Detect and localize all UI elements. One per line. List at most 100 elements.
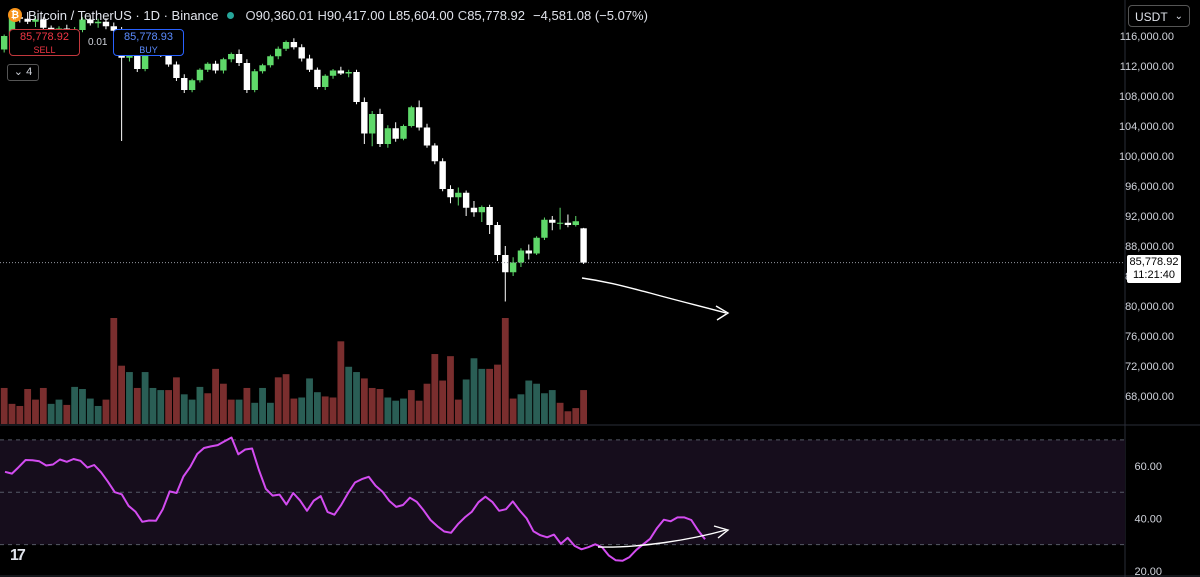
volume-bar — [157, 390, 165, 424]
candle-body — [353, 72, 360, 102]
volume-bar — [564, 411, 572, 424]
low-label: L — [388, 7, 396, 23]
candle-body — [502, 255, 509, 273]
volume-bar — [501, 318, 509, 424]
candle-body — [87, 19, 94, 24]
candle-body — [376, 114, 384, 144]
buy-price: 85,778.93 — [124, 31, 173, 43]
buy-label: BUY — [139, 45, 158, 55]
high-label: H — [317, 7, 327, 23]
volume-bar — [94, 405, 102, 424]
volume-bar — [353, 372, 360, 424]
volume-bar — [235, 399, 243, 424]
volume-bar — [220, 383, 227, 424]
candle-body — [110, 26, 117, 31]
candle-body — [400, 126, 407, 139]
sell-button[interactable]: 85,778.92 SELL — [9, 29, 80, 56]
bitcoin-logo-icon: ₿ — [8, 8, 22, 22]
volume-bar — [55, 399, 63, 424]
volume-bar — [407, 390, 415, 424]
last-price-value: 85,778.92 — [1129, 256, 1179, 268]
candle-body — [549, 219, 556, 223]
volume-bar — [141, 372, 149, 424]
chevron-down-icon: ⌄ — [13, 66, 24, 78]
open-value: 90,360.01 — [255, 7, 314, 23]
sell-price: 85,778.92 — [20, 31, 69, 43]
volume-bar — [102, 399, 110, 424]
volume-bar — [266, 402, 274, 424]
buy-button[interactable]: 85,778.93 BUY — [113, 29, 184, 56]
candle-body — [478, 207, 485, 213]
candle-body — [228, 54, 235, 60]
candle-body — [517, 250, 525, 263]
open-label: O — [245, 7, 256, 23]
candle-body — [102, 21, 110, 27]
volume-bar — [541, 393, 548, 424]
candle-body — [243, 63, 251, 90]
volume-bar — [439, 380, 447, 424]
candle-body — [32, 19, 39, 22]
volume-bar — [454, 399, 462, 424]
rsi-tick-label: 40.00 — [1134, 513, 1162, 525]
candle-body — [290, 42, 298, 48]
candle-body — [408, 107, 415, 126]
volume-bar — [321, 396, 329, 424]
volume-bar — [400, 398, 407, 424]
candle-body — [525, 250, 532, 254]
candle-body — [282, 42, 290, 49]
price-tick-label: 76,000.00 — [1125, 331, 1174, 343]
volume-bar — [360, 378, 368, 424]
bar-countdown: 11:21:40 — [1132, 269, 1175, 281]
volume-bar — [165, 390, 172, 424]
volume-bar — [494, 364, 501, 424]
candle-body — [345, 72, 352, 74]
high-value: 90,417.00 — [326, 7, 385, 23]
arrow-head-icon — [715, 305, 730, 321]
currency-select[interactable]: USDT ⌄ — [1128, 5, 1190, 27]
candle-body — [181, 78, 188, 90]
candle-body — [134, 47, 141, 69]
volume-bar — [470, 358, 478, 424]
rsi-tick-label: 20.00 — [1134, 566, 1162, 577]
volume-bar — [243, 387, 251, 424]
rsi-trend-arrow — [597, 529, 727, 548]
candle-body — [314, 69, 321, 87]
indicators-toggle-button[interactable]: ⌄ 4 — [7, 64, 39, 81]
price-tick-label: 68,000.00 — [1125, 391, 1174, 403]
volume-bar — [63, 404, 71, 424]
sell-label: SELL — [33, 45, 56, 55]
candle-body — [79, 19, 86, 30]
volume-bar — [79, 389, 86, 424]
volume-bar — [478, 368, 486, 424]
volume-bar — [572, 408, 580, 424]
volume-bar — [486, 368, 494, 424]
candle-body — [220, 59, 227, 71]
volume-bar — [173, 377, 180, 424]
candle-body — [486, 207, 493, 225]
spread-value: 0.01 — [88, 37, 108, 48]
candle-body — [533, 237, 540, 254]
candle-body — [0, 36, 8, 50]
candle-body — [212, 63, 219, 71]
candle-body — [455, 192, 462, 198]
tradingview-logo-icon[interactable]: 17 — [10, 547, 26, 564]
volume-bar — [329, 397, 337, 424]
candle-body — [165, 54, 172, 65]
volume-bar — [415, 400, 423, 424]
candle-body — [423, 127, 431, 146]
volume-bar — [384, 397, 392, 424]
candle-body — [509, 262, 517, 273]
symbol-title[interactable]: Bitcoin / TetherUS · 1D · Binance — [28, 7, 219, 23]
volume-bar — [16, 405, 24, 424]
volume-bar — [376, 389, 384, 424]
price-tick-label: 88,000.00 — [1125, 241, 1174, 253]
change-value: −4,581.08 (−5.07%) — [533, 7, 648, 23]
volume-bar — [8, 403, 16, 424]
price-tick-label: 72,000.00 — [1125, 361, 1174, 373]
volume-bar — [509, 398, 517, 424]
candle-body — [204, 63, 211, 70]
candle-body — [384, 128, 392, 144]
candle-body — [361, 102, 368, 134]
volume-bar — [86, 398, 94, 424]
